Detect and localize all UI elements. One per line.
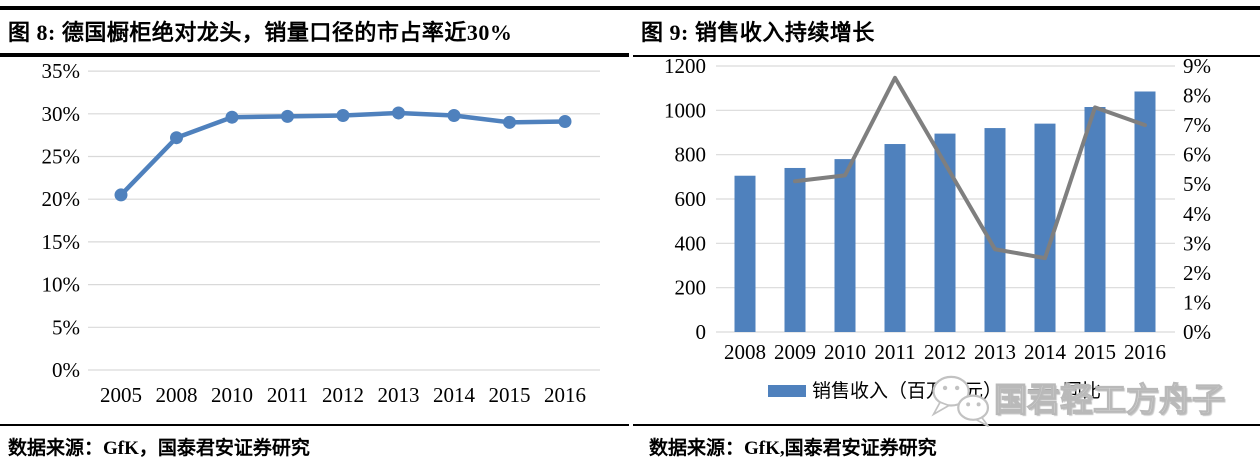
revenue-bar <box>884 144 906 332</box>
y-axis-tick-label: 25% <box>42 145 81 169</box>
legend-label-bar-series: 销售收入（百万欧元） <box>812 380 1002 402</box>
left-y-axis-tick-label: 0 <box>696 320 707 344</box>
left-y-axis-tick-label: 800 <box>675 143 707 167</box>
figure8-market-share-line-chart: 0% 5% 10% 15% 20% 25% 30% 35% 2005 2008 2010 2011 20… <box>42 59 600 407</box>
figure9-revenue-combo-chart: 0 200 400 600 800 1000 1200 0% 1% 2% 3% 4% 5% 6% 7% 8% 9… <box>664 54 1211 402</box>
y-axis-tick-label: 35% <box>42 59 81 83</box>
left-y-axis-tick-label: 200 <box>675 276 707 300</box>
data-point-marker <box>558 114 572 128</box>
x-axis-tick-label: 2015 <box>1074 340 1116 364</box>
right-y-axis-tick-label: 1% <box>1183 290 1211 314</box>
right-y-axis-tick-label: 6% <box>1183 143 1211 167</box>
y-axis-tick-label: 10% <box>42 273 81 297</box>
x-axis-tick-label: 2010 <box>824 340 866 364</box>
legend-swatch-bar <box>768 385 806 397</box>
x-axis-tick-label: 2014 <box>1024 340 1067 364</box>
right-y-axis-tick-label: 0% <box>1183 320 1211 344</box>
x-axis-tick-label: 2015 <box>489 383 531 407</box>
data-point-marker <box>336 109 350 123</box>
left-y-axis-tick-label: 600 <box>675 187 707 211</box>
x-axis-tick-label: 2014 <box>433 383 476 407</box>
x-axis-tick-label: 2008 <box>156 383 198 407</box>
right-y-axis-tick-label: 9% <box>1183 54 1211 78</box>
right-y-axis-tick-label: 4% <box>1183 202 1211 226</box>
left-y-axis-tick-label: 1000 <box>664 98 706 122</box>
y-axis-tick-label: 20% <box>42 187 81 211</box>
data-point-marker <box>225 110 239 124</box>
data-point-marker <box>170 131 183 145</box>
x-axis-tick-label: 2013 <box>378 383 420 407</box>
figure-titles-row: 图 8: 德国橱柜绝对龙头，销量口径的市占率近30% 图 9: 销售收入持续增长 <box>0 6 1260 57</box>
x-axis-tick-label: 2016 <box>1124 340 1166 364</box>
revenue-bar <box>934 133 956 332</box>
y-axis-tick-label: 15% <box>42 230 81 254</box>
figure9-title: 图 9: 销售收入持续增长 <box>633 10 1260 57</box>
revenue-bar <box>984 128 1006 332</box>
right-y-axis-tick-label: 3% <box>1183 231 1211 255</box>
y-axis-tick-label: 30% <box>42 102 81 126</box>
left-y-axis-tick-label: 400 <box>675 231 707 255</box>
figure8-source: 数据来源：GfK，国泰君安证券研究 <box>0 424 629 460</box>
x-axis-tick-label: 2016 <box>544 383 586 407</box>
left-y-axis-tick-label: 1200 <box>664 54 706 78</box>
data-point-marker <box>503 115 516 129</box>
figure8-title: 图 8: 德国橱柜绝对龙头，销量口径的市占率近30% <box>0 10 629 57</box>
x-axis-tick-label: 2009 <box>774 340 816 364</box>
legend-label-line-series: 同比 <box>1063 380 1101 402</box>
sources-row: 数据来源：GfK，国泰君安证券研究 数据来源：GfK,国泰君安证券研究 <box>0 424 1260 460</box>
revenue-bar <box>1134 91 1156 332</box>
right-y-axis-tick-label: 5% <box>1183 172 1211 196</box>
revenue-bar <box>1034 123 1056 332</box>
revenue-bar <box>784 167 806 332</box>
y-axis-tick-label: 0% <box>52 358 80 382</box>
figure9-source: 数据来源：GfK,国泰君安证券研究 <box>633 424 1260 460</box>
market-share-line <box>118 110 568 198</box>
x-axis-tick-label: 2011 <box>874 340 915 364</box>
revenue-bar <box>834 159 856 332</box>
data-point-marker <box>114 188 128 202</box>
data-point-marker <box>281 109 294 123</box>
revenue-bar <box>734 175 756 332</box>
x-axis-tick-label: 2008 <box>724 340 766 364</box>
revenue-bar <box>1084 107 1106 332</box>
x-axis-tick-label: 2012 <box>322 383 364 407</box>
y-axis-tick-label: 5% <box>52 315 80 339</box>
right-y-axis-tick-label: 2% <box>1183 261 1211 285</box>
yoy-line <box>793 75 1147 261</box>
x-axis-tick-label: 2005 <box>100 383 142 407</box>
right-y-axis-tick-label: 7% <box>1183 113 1211 137</box>
x-axis-tick-label: 2011 <box>267 383 308 407</box>
x-axis-tick-label: 2010 <box>211 383 253 407</box>
x-axis-tick-label: 2013 <box>974 340 1016 364</box>
x-axis-tick-label: 2012 <box>924 340 966 364</box>
data-point-marker <box>447 109 461 123</box>
data-point-marker <box>392 106 405 120</box>
right-y-axis-tick-label: 8% <box>1183 84 1211 108</box>
